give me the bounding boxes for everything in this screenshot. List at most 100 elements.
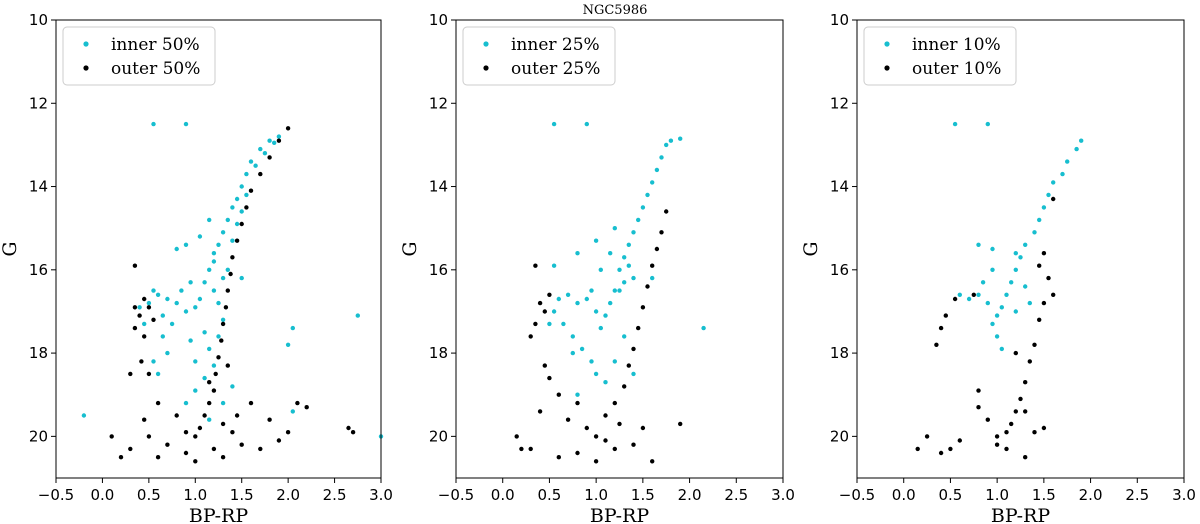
data-point (1041, 251, 1047, 256)
x-tick-label: 3.0 (369, 486, 393, 504)
y-tick-label: 16 (29, 261, 48, 279)
data-point (603, 380, 608, 385)
data-point (626, 363, 631, 368)
data-point (565, 292, 571, 297)
data-point (584, 296, 589, 302)
data-point (230, 384, 235, 389)
x-tick-label: 1.5 (230, 486, 254, 504)
data-point (1018, 255, 1023, 260)
data-point (603, 413, 608, 418)
data-point (146, 434, 152, 439)
data-point (132, 325, 138, 331)
data-point (211, 388, 217, 393)
x-tick-label: 1.0 (985, 486, 1009, 504)
data-point (230, 238, 235, 243)
x-tick-label: 2.5 (323, 486, 347, 504)
data-point (631, 371, 636, 377)
data-point (128, 371, 133, 377)
data-point (640, 425, 646, 431)
data-point (230, 205, 235, 210)
y-tick-label: 20 (830, 427, 849, 445)
data-point (542, 309, 547, 314)
data-point (160, 313, 165, 318)
data-point (650, 180, 655, 185)
data-point (211, 363, 217, 368)
data-point (636, 217, 641, 223)
data-point (197, 296, 203, 302)
x-tick-label: 2.5 (724, 486, 748, 504)
data-point (244, 192, 249, 198)
data-point (533, 263, 538, 268)
data-point (146, 371, 152, 377)
data-point (575, 450, 580, 456)
data-point (645, 192, 650, 198)
x-tick-label: 0.5 (938, 486, 962, 504)
data-point (285, 430, 291, 435)
data-point (151, 317, 156, 322)
data-point (598, 267, 603, 272)
legend-label: inner 25% (511, 35, 600, 55)
data-point (985, 121, 990, 127)
data-point (980, 280, 986, 285)
data-point (109, 434, 114, 439)
data-point (193, 359, 198, 364)
x-tick-label: 0.0 (491, 486, 515, 504)
data-point (1022, 380, 1028, 385)
data-point (193, 305, 198, 310)
data-point (626, 263, 631, 268)
data-point (1041, 205, 1047, 210)
x-tick-label: 1.0 (584, 486, 608, 504)
data-point (1051, 196, 1056, 202)
data-point (350, 430, 356, 435)
data-point (938, 325, 944, 331)
legend-box (462, 26, 616, 86)
data-point (295, 400, 300, 406)
legend-label: outer 25% (511, 59, 600, 79)
data-point (593, 434, 599, 439)
data-point (81, 413, 87, 418)
data-point (608, 300, 613, 306)
data-point (355, 313, 360, 318)
data-point (219, 338, 224, 343)
x-tick-label: 2.0 (678, 486, 702, 504)
x-axis-label: BP-RP (991, 505, 1050, 524)
data-point (258, 146, 263, 152)
x-tick-label: 2.0 (276, 486, 300, 504)
data-point (290, 325, 295, 331)
y-tick-label: 18 (29, 344, 48, 362)
data-point (1022, 284, 1028, 289)
data-point (999, 346, 1004, 352)
legend-label: outer 10% (912, 59, 1001, 79)
data-point (1037, 217, 1042, 223)
data-point (640, 305, 646, 310)
y-tick-label: 20 (429, 427, 448, 445)
legend: inner 10% outer 10% (863, 26, 1017, 86)
data-point (1032, 230, 1037, 235)
data-point (985, 417, 990, 422)
data-point (276, 134, 282, 139)
data-point (650, 275, 655, 281)
data-point (1046, 192, 1051, 198)
data-point (225, 217, 230, 223)
data-point (239, 221, 244, 227)
data-point (617, 288, 622, 293)
x-tick-label: 0.0 (892, 486, 916, 504)
y-axis-label: G (0, 241, 21, 256)
data-point (994, 434, 1000, 439)
y-tick-label: 10 (429, 11, 448, 29)
data-point (589, 359, 594, 364)
data-point (612, 226, 617, 231)
chart-panel-1: −0.5 0.0 0.5 1.0 1.5 2.0 2.5 3.0 10 12 14 16 18 20 BP-… (0, 11, 393, 524)
data-point (948, 446, 953, 452)
data-point (593, 238, 599, 243)
data-point (659, 230, 664, 235)
data-point (943, 313, 948, 318)
y-tick-label: 12 (830, 94, 849, 112)
data-point (938, 450, 944, 456)
series-outer (915, 196, 1056, 460)
data-point (151, 288, 156, 293)
data-point (225, 288, 230, 293)
data-point (654, 167, 660, 173)
data-point (223, 305, 229, 310)
